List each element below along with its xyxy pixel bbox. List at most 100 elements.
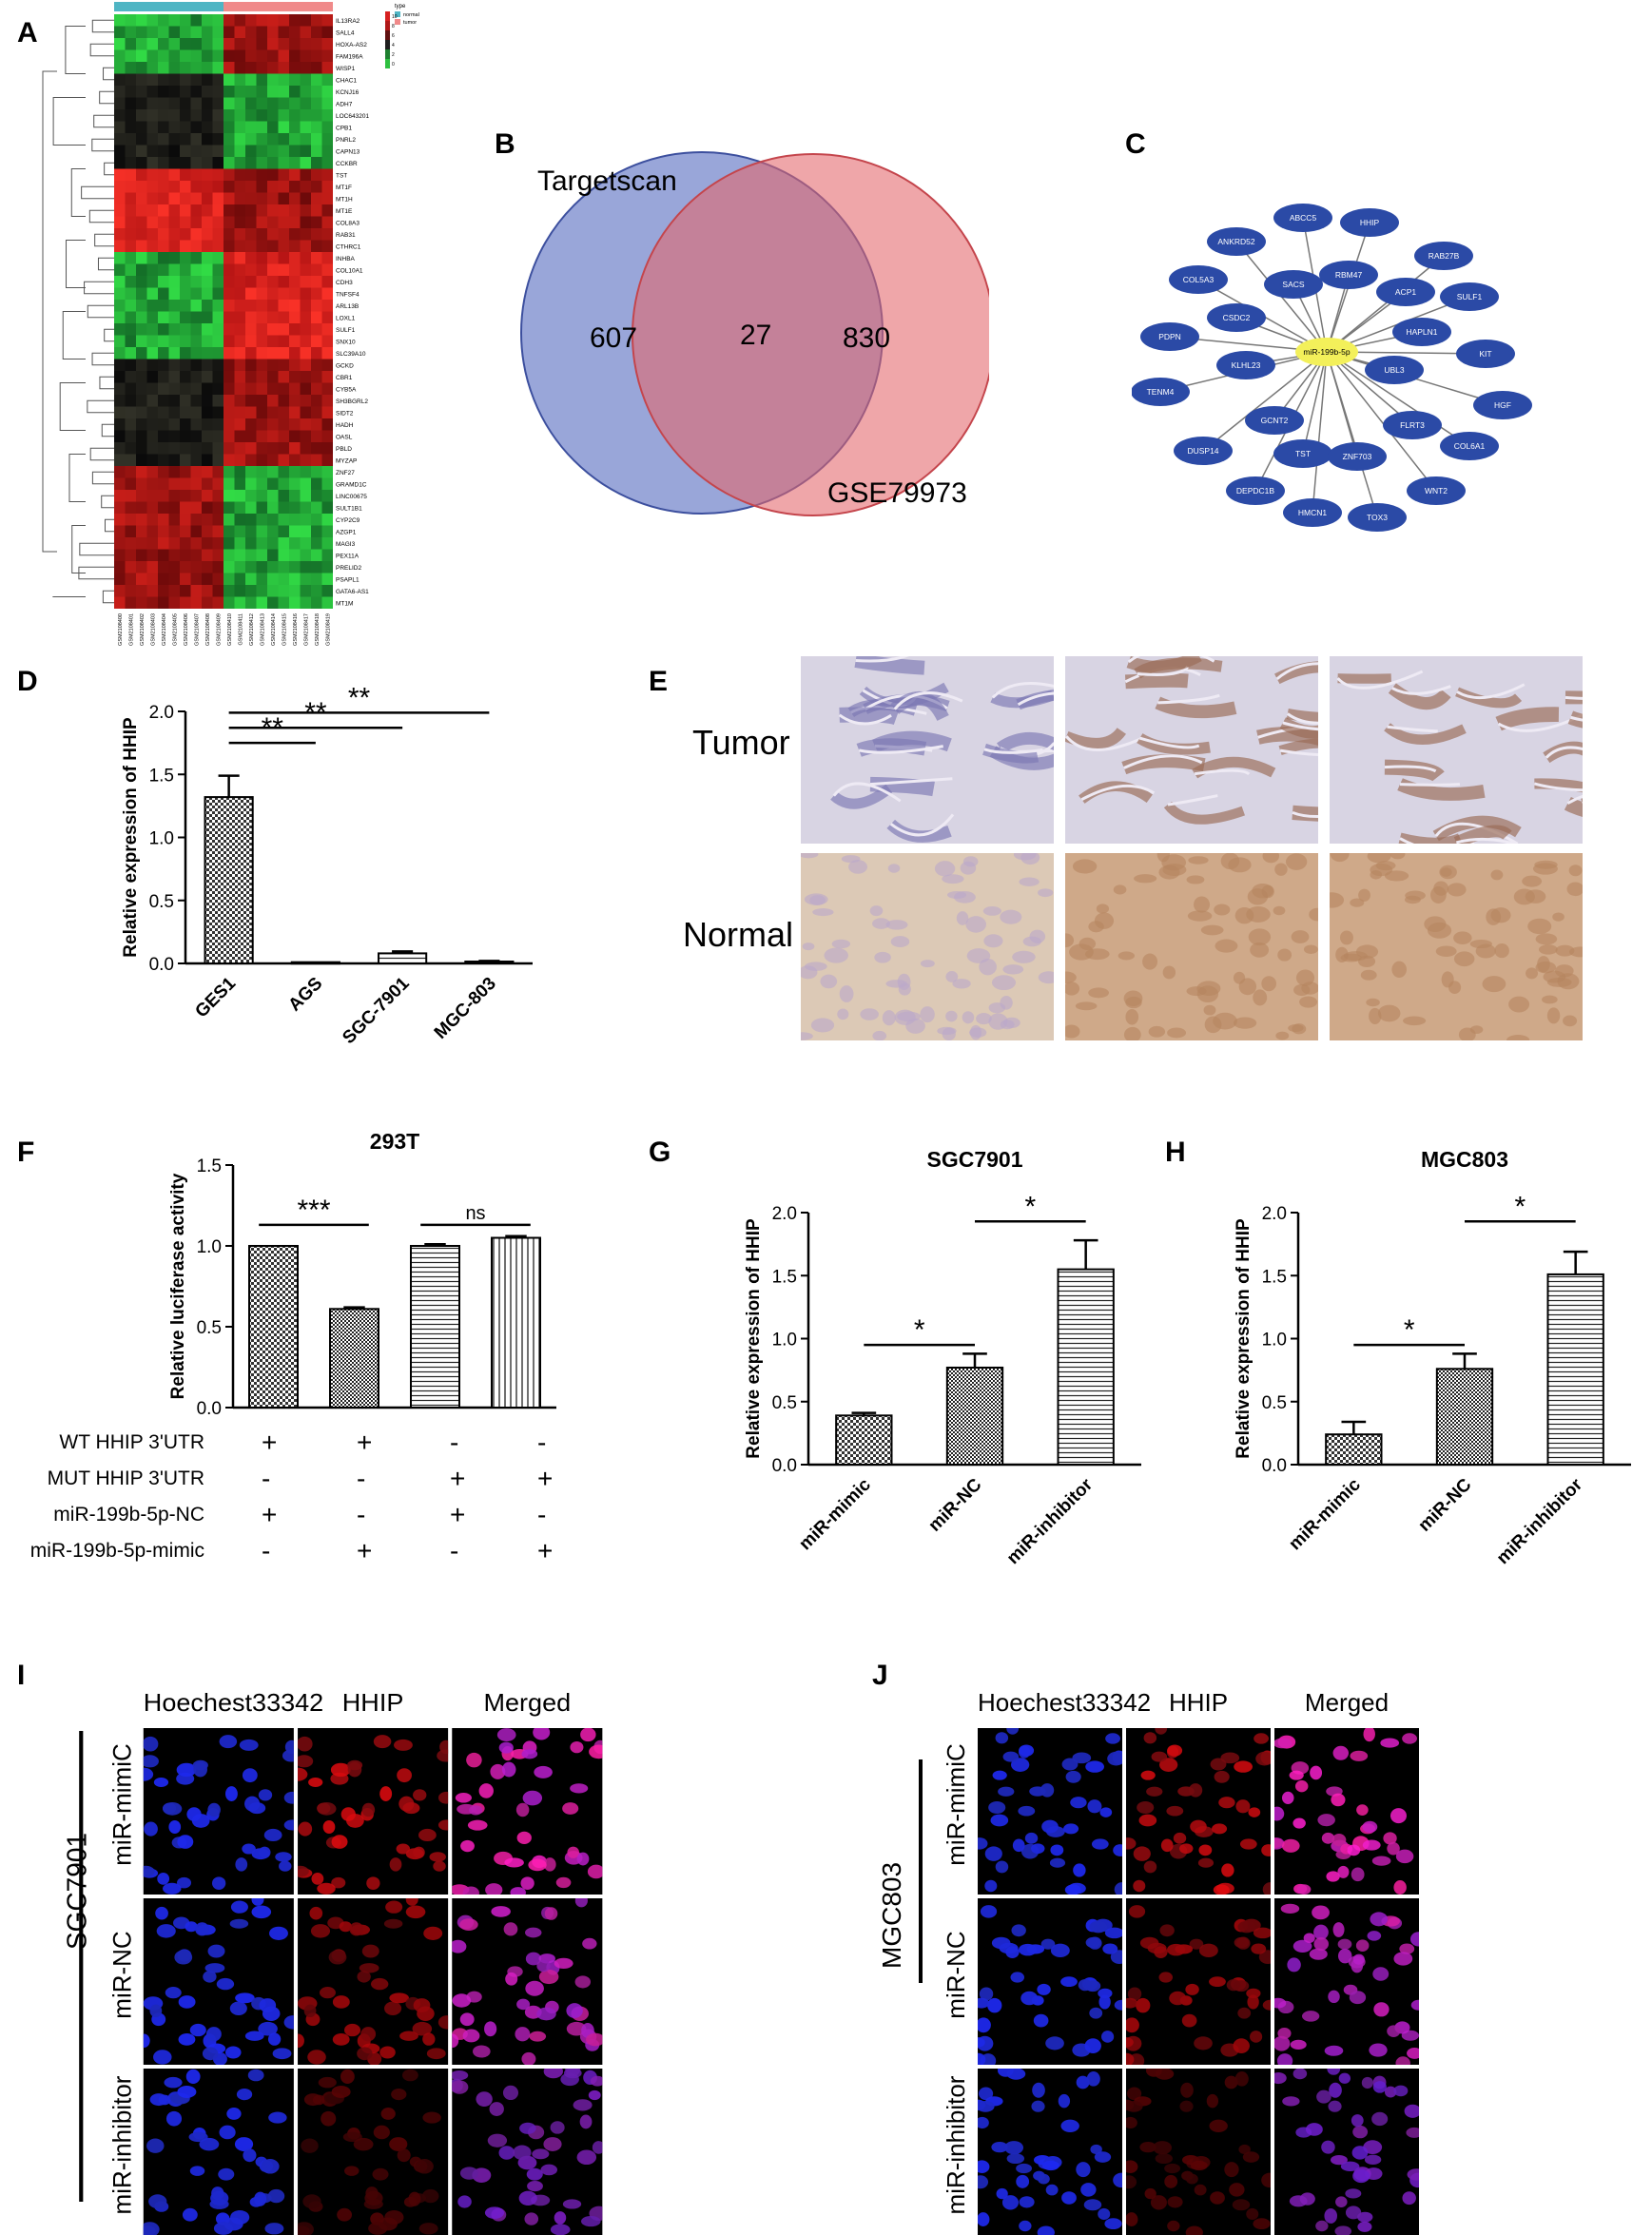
- cell-nucleus: [384, 2001, 402, 2016]
- heatmap-cell: [311, 86, 322, 98]
- heatmap-cell: [180, 585, 191, 597]
- cell-nucleus: [510, 1887, 526, 1895]
- y-tick-label: 0.5: [1262, 1393, 1287, 1413]
- gland-cell: [1522, 875, 1543, 887]
- nuclear-stain-image: [978, 1898, 1122, 2065]
- heatmap-cell: [224, 240, 235, 252]
- gland-structure: [1155, 696, 1237, 719]
- heatmap-cell: [311, 168, 322, 181]
- heatmap-cell: [125, 287, 136, 300]
- heatmap-cell: [278, 287, 289, 300]
- gland-cell: [820, 974, 838, 989]
- cell-nucleus: [1150, 2195, 1167, 2210]
- heatmap-cell: [190, 168, 202, 181]
- heatmap-cell: [289, 62, 301, 74]
- cell-nucleus: [205, 2027, 222, 2042]
- heatmap-cell: [289, 359, 301, 371]
- cell-nucleus: [235, 1857, 248, 1872]
- gland-cell: [1508, 996, 1530, 1013]
- heatmap-cell: [224, 145, 235, 157]
- heatmap-cell: [202, 252, 213, 264]
- gland-cell: [1469, 1025, 1484, 1034]
- network-node-label: HGF: [1494, 400, 1511, 410]
- cell-nucleus: [992, 1770, 1007, 1780]
- cell-nucleus: [1371, 1856, 1391, 1866]
- legend-item: normal: [403, 12, 419, 18]
- cell-nucleus: [576, 1852, 590, 1866]
- gene-label: PSAPL1: [336, 577, 360, 584]
- cell-nucleus: [1114, 1999, 1122, 2011]
- gene-label: MT1H: [336, 197, 353, 204]
- dendrogram-branch: [88, 209, 114, 224]
- gland-cell: [1113, 884, 1127, 895]
- cell-nucleus: [258, 2021, 278, 2036]
- heatmap-cell: [224, 466, 235, 478]
- y-tick-label: 2.0: [149, 703, 174, 723]
- heatmap-cell: [278, 323, 289, 336]
- heatmap-cell: [267, 168, 279, 181]
- cell-nucleus: [995, 1860, 1009, 1874]
- condition-sign: -: [262, 1536, 271, 1565]
- gland-cell: [934, 861, 956, 877]
- heatmap-cell: [212, 382, 224, 395]
- heatmap-cell: [224, 311, 235, 323]
- heatmap-cell: [311, 240, 322, 252]
- heatmap-cell: [300, 157, 311, 169]
- gland-cell: [1253, 989, 1268, 1006]
- cell-nucleus: [1005, 1946, 1020, 1958]
- cell-nucleus: [540, 2164, 558, 2176]
- network-node: [1328, 442, 1387, 471]
- cell-line-label: MGC803: [877, 1861, 906, 1969]
- x-tick-label: miR-mimic: [795, 1474, 875, 1554]
- cell-nucleus: [502, 2085, 519, 2101]
- heatmap-cell: [158, 14, 169, 27]
- heatmap-cell: [202, 406, 213, 418]
- cell-nucleus: [143, 1736, 159, 1752]
- cell-nucleus: [1101, 2031, 1115, 2043]
- heatmap-cell: [158, 335, 169, 347]
- venn-circle-right: [632, 153, 989, 516]
- cell-nucleus: [1253, 1927, 1271, 1939]
- heatmap-cell: [180, 287, 191, 300]
- heatmap-cell: [289, 596, 301, 609]
- gland-cell: [1273, 905, 1286, 916]
- heatmap-cell: [190, 442, 202, 455]
- cell-nucleus: [1313, 1924, 1329, 1940]
- heatmap-cell: [202, 585, 213, 597]
- gland-cell: [942, 874, 964, 884]
- heatmap-cell: [114, 311, 126, 323]
- gland-cell: [1088, 921, 1104, 933]
- cell-nucleus: [1188, 1783, 1203, 1798]
- cell-nucleus: [373, 2125, 390, 2140]
- heatmap-cell: [311, 537, 322, 550]
- cell-nucleus: [536, 2007, 556, 2021]
- cell-nucleus: [519, 2122, 536, 2134]
- heatmap-cell: [136, 26, 147, 38]
- cell-nucleus: [1105, 1733, 1120, 1744]
- cell-nucleus: [364, 2190, 383, 2206]
- gland-cell: [1330, 892, 1345, 908]
- sample-label: GSM2108410: [227, 613, 233, 646]
- heatmap-cell: [224, 62, 235, 74]
- merged-stain-image: [452, 2069, 603, 2235]
- merged-stain-image: [452, 1898, 603, 2065]
- heatmap-cell: [278, 263, 289, 276]
- legend-item: tumor: [403, 20, 417, 26]
- cell-nucleus: [216, 1977, 235, 1991]
- heatmap-cell: [256, 573, 267, 585]
- cell-nucleus: [978, 1997, 990, 2009]
- cell-nucleus: [322, 1819, 336, 1834]
- heatmap-cell: [125, 216, 136, 228]
- heatmap-cell: [278, 395, 289, 407]
- heatmap-cell: [168, 514, 180, 526]
- cell-nucleus: [148, 2194, 167, 2209]
- heatmap-cell: [136, 228, 147, 241]
- heatmap-cell: [136, 525, 147, 537]
- heatmap-cell: [234, 490, 245, 502]
- heatmap-cell: [234, 73, 245, 86]
- heatmap-cell: [245, 263, 257, 276]
- heatmap-cell: [234, 14, 245, 27]
- network-node-label: TST: [1295, 449, 1311, 458]
- cell-nucleus: [344, 2166, 360, 2176]
- gland-cell: [1038, 888, 1054, 898]
